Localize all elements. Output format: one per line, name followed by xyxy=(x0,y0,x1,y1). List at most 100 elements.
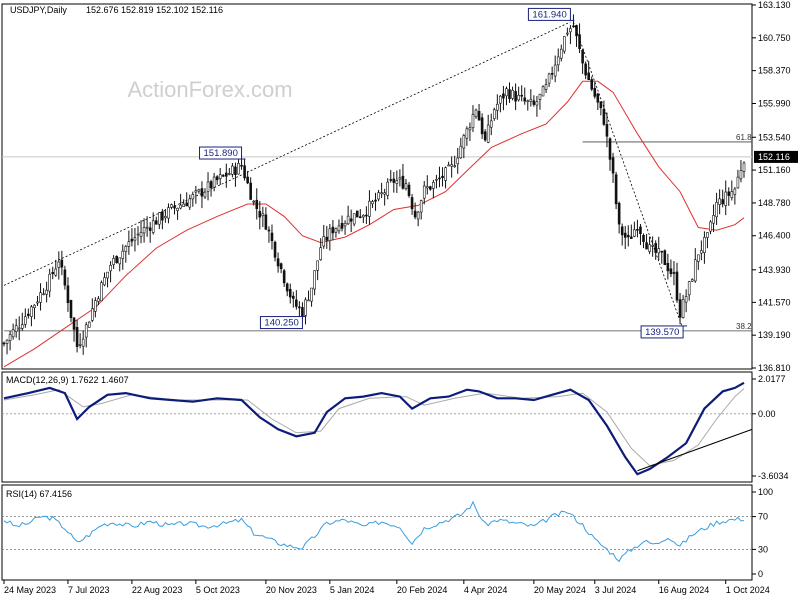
candle-body xyxy=(358,216,362,218)
candle-body xyxy=(712,215,715,224)
candle-body xyxy=(124,246,128,252)
time-tick-label: 4 Apr 2024 xyxy=(464,585,508,595)
price-tick-label: 151.160 xyxy=(758,165,791,175)
candle-body xyxy=(392,178,396,183)
candle-body xyxy=(626,234,630,238)
price-tick-label: 141.570 xyxy=(758,297,791,307)
candle-body xyxy=(581,49,584,64)
candle-body xyxy=(276,258,280,267)
candle-body xyxy=(508,89,511,100)
candle-body xyxy=(630,236,633,239)
candle-body xyxy=(559,48,563,59)
candle-body xyxy=(307,299,310,302)
candle-body xyxy=(477,111,481,121)
price-tick-label: 143.930 xyxy=(758,265,791,275)
candle-body xyxy=(209,181,213,189)
candle-body xyxy=(133,237,137,241)
current-price-tag-label: 152.116 xyxy=(758,152,790,162)
candle-body xyxy=(447,164,450,167)
candle-body xyxy=(176,208,179,211)
candle-body xyxy=(127,241,131,247)
candle-body xyxy=(602,108,606,125)
candle-body xyxy=(60,259,64,268)
candle-body xyxy=(687,281,691,296)
candle-body xyxy=(340,222,344,229)
candle-body xyxy=(435,179,438,181)
candle-body xyxy=(103,277,106,286)
candle-body xyxy=(215,176,219,181)
candle-body xyxy=(182,203,185,207)
candle-body xyxy=(17,327,21,330)
price-tick-label: 160.750 xyxy=(758,33,791,43)
candle-body xyxy=(197,189,201,192)
candle-body xyxy=(587,72,590,81)
candle-body xyxy=(398,177,402,180)
candle-body xyxy=(298,306,301,309)
candle-body xyxy=(115,256,118,264)
price-tick-label: 158.370 xyxy=(758,66,791,76)
candle-body xyxy=(304,299,307,316)
macd-axis: 2.0177 0.00 -3.6034 xyxy=(752,374,789,481)
candle-body xyxy=(279,263,283,270)
candle-body xyxy=(453,165,456,168)
candle-body xyxy=(675,271,679,301)
candle-body xyxy=(368,200,371,217)
candle-body xyxy=(316,260,319,271)
candle-body xyxy=(240,164,243,167)
time-tick-label: 22 Aug 2023 xyxy=(132,585,183,595)
time-tick-label: 1 Oct 2024 xyxy=(726,585,770,595)
candle-body xyxy=(352,213,356,225)
candle-body xyxy=(499,95,502,104)
candle-body xyxy=(465,128,469,139)
candle-body xyxy=(118,257,122,265)
candle-body xyxy=(639,226,642,235)
candle-body xyxy=(709,221,712,232)
candle-body xyxy=(419,200,423,213)
price-tick-label: 139.190 xyxy=(758,330,791,340)
candle-body xyxy=(346,215,350,225)
candle-body xyxy=(355,210,359,218)
candle-body xyxy=(145,226,149,229)
candle-body xyxy=(261,213,265,217)
candle-body xyxy=(191,194,195,200)
candle-body xyxy=(377,192,380,200)
current-price-tag xyxy=(754,150,798,163)
candle-body xyxy=(246,176,249,184)
price-annotation-label: 139.570 xyxy=(645,327,679,338)
candle-body xyxy=(502,93,505,99)
candle-body xyxy=(389,179,393,181)
rsi-axis: 100 70 30 0 xyxy=(752,487,773,579)
candle-body xyxy=(697,254,700,262)
candle-body xyxy=(456,157,460,165)
candle-body xyxy=(33,304,36,308)
candle-body xyxy=(45,289,48,295)
candle-body xyxy=(496,103,499,111)
candle-body xyxy=(30,306,33,317)
price-tick-label: 148.780 xyxy=(758,198,791,208)
candle-body xyxy=(523,97,527,102)
price-annotation-box xyxy=(527,7,571,21)
candle-body xyxy=(264,214,268,230)
candle-body xyxy=(106,271,109,279)
candle-body xyxy=(200,188,204,197)
candle-body xyxy=(36,301,39,304)
rsi-tick-label: 30 xyxy=(758,544,768,554)
candle-body xyxy=(666,262,670,272)
symbol-title: USDJPY,Daily xyxy=(10,5,67,15)
candle-body xyxy=(109,265,112,272)
rsi-lines xyxy=(2,500,752,563)
candle-body xyxy=(285,283,289,292)
candle-body xyxy=(611,157,615,174)
candle-body xyxy=(203,191,207,198)
candle-body xyxy=(596,93,600,103)
candle-body xyxy=(486,124,490,143)
candle-body xyxy=(407,184,411,196)
candle-body xyxy=(154,220,158,225)
candle-body xyxy=(121,250,125,259)
rsi-tick-label: 100 xyxy=(758,487,773,497)
candle-body xyxy=(221,174,225,177)
candle-body xyxy=(362,215,365,218)
price-tick-label: 153.540 xyxy=(758,132,791,142)
price-tick-label: 136.810 xyxy=(758,363,791,373)
candle-body xyxy=(313,270,316,290)
